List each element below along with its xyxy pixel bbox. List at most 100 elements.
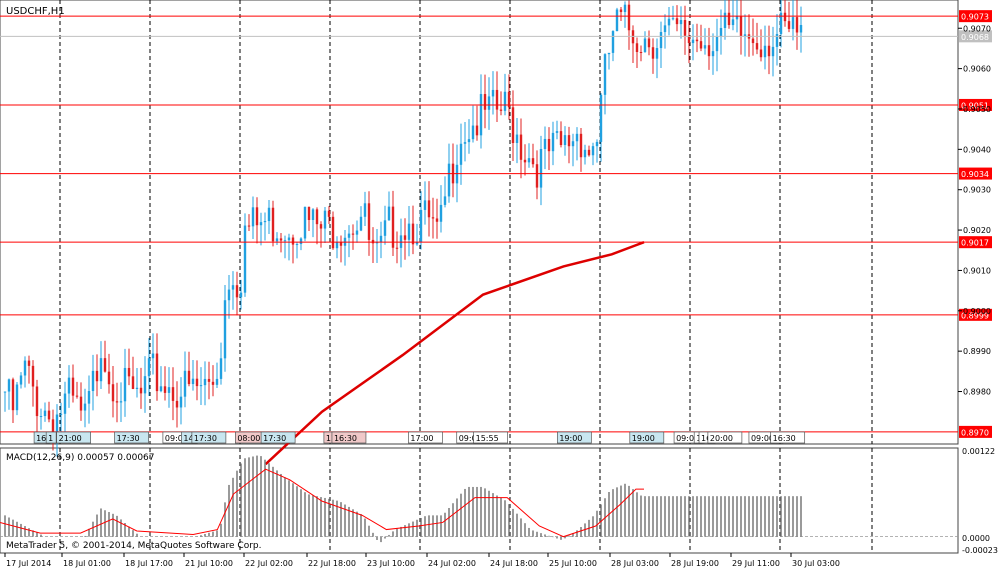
candle-body [731, 19, 735, 26]
event-marker-label-5: 14 [183, 434, 193, 443]
candle-body [739, 16, 743, 37]
candle-body [715, 36, 719, 52]
candle-body [95, 370, 99, 382]
candle-body [303, 206, 307, 239]
candle-body [263, 221, 267, 223]
candle-body [239, 292, 243, 298]
candle-body [391, 206, 395, 248]
candle-body [115, 401, 119, 403]
candle-body [67, 377, 71, 394]
candle-body [395, 247, 399, 249]
candle-body [607, 52, 611, 55]
event-marker-15[interactable] [629, 431, 665, 444]
event-marker-label-18: 16 [701, 434, 711, 443]
candle-body [87, 391, 91, 404]
event-marker-label-3: 17:30 [117, 434, 140, 443]
candle-body [595, 141, 599, 147]
candle-body [15, 384, 19, 411]
candle-body [187, 370, 191, 385]
candle-body [331, 216, 335, 249]
candle-body [363, 203, 367, 217]
candle-body [319, 224, 323, 229]
price-candles [3, 0, 803, 457]
candle-body [323, 210, 327, 229]
candle-body [47, 410, 51, 420]
time-label: 22 Jul 18:00 [308, 559, 356, 568]
candle-body [419, 209, 423, 243]
candle-body [655, 48, 659, 59]
candle-body [171, 387, 175, 401]
macd-signal-line [0, 468, 644, 538]
event-marker-2[interactable] [56, 431, 91, 444]
event-marker-label-19: 20:00 [710, 434, 733, 443]
candle-body [31, 365, 35, 387]
candle-body [235, 285, 239, 298]
time-label: 24 Jul 18:00 [490, 559, 538, 568]
candle-body [671, 18, 675, 20]
candle-body [355, 230, 359, 235]
event-marker-label-14: 19:00 [559, 434, 582, 443]
candle-body [551, 132, 555, 152]
candle-body [675, 18, 679, 25]
candle-body [71, 377, 75, 396]
candle-body [227, 289, 231, 301]
event-marker-13[interactable] [473, 431, 508, 444]
candle-body [403, 235, 407, 240]
candle-body [515, 134, 519, 144]
candle-body [459, 143, 463, 165]
candle-body [55, 414, 59, 440]
candle-body [27, 360, 31, 366]
event-marker-14[interactable] [556, 431, 592, 444]
candle-body [311, 209, 315, 220]
candle-body [707, 45, 711, 57]
candle-body [743, 34, 747, 37]
event-marker-3[interactable] [114, 431, 149, 444]
candle-body [435, 218, 439, 222]
time-label: 28 Jul 03:00 [611, 559, 659, 568]
candle-body [539, 149, 543, 188]
price-axis: 0.9070 0.9060 0.9050 0.9040 0.9030 0.9020 0.90… [958, 24, 991, 397]
level-label-3: 0.9017 [961, 239, 989, 248]
candle-body [271, 207, 275, 242]
event-marker-8[interactable] [260, 431, 296, 444]
level-label-2: 0.9034 [961, 170, 989, 179]
candle-body [35, 386, 39, 417]
current-price-tag [959, 30, 992, 43]
candle-body [135, 387, 139, 389]
candle-body [795, 17, 799, 33]
candle-body [687, 35, 691, 44]
candle-body [487, 96, 491, 110]
candle-body [651, 47, 655, 59]
candle-body [243, 225, 247, 293]
candle-body [427, 200, 431, 218]
event-marker-10[interactable] [331, 431, 367, 444]
candle-body [627, 4, 631, 31]
candle-body [379, 235, 383, 243]
candle-body [639, 52, 643, 54]
candle-body [299, 238, 303, 245]
event-marker-6[interactable] [191, 431, 227, 444]
event-marker-label-8: 17:30 [263, 434, 286, 443]
event-marker-1[interactable] [45, 431, 57, 444]
candle-body [647, 38, 651, 48]
event-marker-21[interactable] [770, 431, 806, 444]
time-label: 24 Jul 02:00 [428, 559, 476, 568]
event-marker-label-6: 17:30 [194, 434, 217, 443]
candle-body [103, 358, 107, 372]
candle-body [91, 370, 95, 392]
candle-body [575, 133, 579, 142]
candle-body [63, 393, 67, 414]
level-lines: 0.9073 0.9051 0.9034 0.9017 0.8999 0.8970 0.90… [0, 10, 992, 438]
candle-body [423, 200, 427, 210]
candle-body [555, 131, 559, 133]
candle-body [411, 223, 415, 245]
candle-body [759, 49, 763, 58]
time-label: 23 Jul 10:00 [367, 559, 415, 568]
candle-body [659, 32, 663, 49]
event-marker-19[interactable] [707, 431, 743, 444]
candle-body [683, 20, 687, 36]
event-marker-11[interactable] [408, 431, 443, 444]
event-marker-label-12: 09:00 [459, 434, 482, 443]
candle-body [583, 149, 587, 158]
